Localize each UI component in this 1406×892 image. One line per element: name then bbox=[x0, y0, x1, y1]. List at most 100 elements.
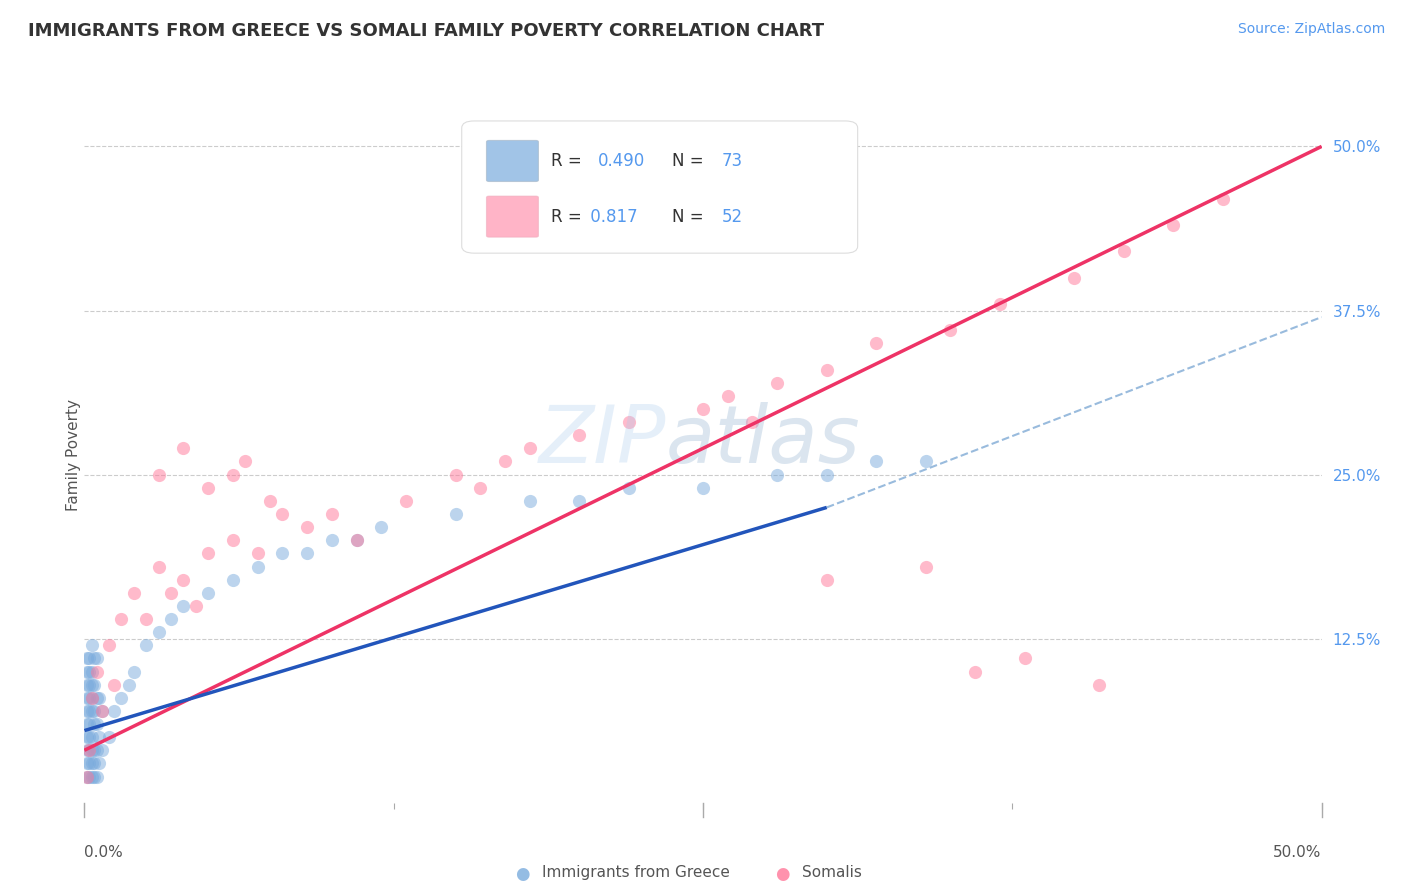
Point bbox=[444, 467, 467, 482]
Point bbox=[1212, 192, 1234, 206]
Point bbox=[519, 442, 541, 456]
Point bbox=[83, 756, 105, 771]
Text: ZIP: ZIP bbox=[538, 402, 666, 480]
FancyBboxPatch shape bbox=[461, 121, 858, 253]
Point bbox=[80, 756, 103, 771]
Point bbox=[321, 507, 343, 521]
Point bbox=[321, 533, 343, 548]
Point bbox=[103, 704, 125, 718]
Point bbox=[110, 612, 132, 626]
Point bbox=[692, 481, 714, 495]
Point bbox=[815, 573, 838, 587]
Point bbox=[89, 730, 111, 744]
Point bbox=[988, 297, 1011, 311]
Point bbox=[122, 586, 145, 600]
Text: atlas: atlas bbox=[666, 402, 860, 480]
Text: 0.0%: 0.0% bbox=[84, 845, 124, 860]
Point bbox=[76, 651, 98, 665]
Point bbox=[246, 546, 269, 560]
Y-axis label: Family Poverty: Family Poverty bbox=[66, 399, 80, 511]
Text: N =: N = bbox=[672, 153, 709, 170]
Point bbox=[76, 678, 98, 692]
Point bbox=[222, 573, 245, 587]
Point bbox=[617, 415, 640, 429]
Text: R =: R = bbox=[551, 208, 586, 226]
Point bbox=[965, 665, 987, 679]
Point bbox=[766, 467, 789, 482]
Point bbox=[568, 428, 591, 442]
Text: ●: ● bbox=[515, 865, 530, 883]
Point bbox=[271, 507, 294, 521]
Text: 50.0%: 50.0% bbox=[1274, 845, 1322, 860]
Point bbox=[222, 533, 245, 548]
Point bbox=[1063, 270, 1085, 285]
Point bbox=[89, 690, 111, 705]
Point bbox=[494, 454, 516, 468]
Point bbox=[617, 481, 640, 495]
Point bbox=[444, 507, 467, 521]
Point bbox=[865, 336, 887, 351]
FancyBboxPatch shape bbox=[486, 196, 538, 237]
Point bbox=[148, 559, 170, 574]
Point bbox=[222, 467, 245, 482]
Point bbox=[519, 494, 541, 508]
Point bbox=[76, 743, 98, 757]
Point bbox=[90, 704, 112, 718]
Point bbox=[79, 690, 101, 705]
Point bbox=[76, 756, 98, 771]
Point bbox=[79, 743, 101, 757]
Point bbox=[1014, 651, 1036, 665]
Point bbox=[148, 467, 170, 482]
Point bbox=[80, 730, 103, 744]
Point bbox=[79, 665, 101, 679]
Point bbox=[160, 586, 183, 600]
Point bbox=[110, 690, 132, 705]
Point bbox=[79, 704, 101, 718]
Point bbox=[122, 665, 145, 679]
Point bbox=[914, 559, 936, 574]
Point bbox=[98, 730, 121, 744]
Text: Source: ZipAtlas.com: Source: ZipAtlas.com bbox=[1237, 22, 1385, 37]
Point bbox=[83, 651, 105, 665]
Point bbox=[80, 704, 103, 718]
Point bbox=[233, 454, 256, 468]
Point bbox=[370, 520, 392, 534]
Point bbox=[90, 704, 112, 718]
Point bbox=[815, 362, 838, 376]
Point bbox=[76, 770, 98, 784]
Point bbox=[83, 717, 105, 731]
Text: Immigrants from Greece: Immigrants from Greece bbox=[543, 865, 730, 880]
Point bbox=[568, 494, 591, 508]
Point bbox=[79, 770, 101, 784]
Point bbox=[172, 573, 194, 587]
Text: ●: ● bbox=[775, 865, 790, 883]
Point bbox=[86, 651, 108, 665]
Text: IMMIGRANTS FROM GREECE VS SOMALI FAMILY POVERTY CORRELATION CHART: IMMIGRANTS FROM GREECE VS SOMALI FAMILY … bbox=[28, 22, 824, 40]
Point bbox=[246, 559, 269, 574]
Point bbox=[98, 638, 121, 652]
Point bbox=[197, 481, 219, 495]
Point bbox=[346, 533, 368, 548]
Point bbox=[346, 533, 368, 548]
Point bbox=[172, 442, 194, 456]
Text: N =: N = bbox=[672, 208, 709, 226]
Point bbox=[118, 678, 141, 692]
Point bbox=[89, 756, 111, 771]
Point bbox=[766, 376, 789, 390]
Point bbox=[395, 494, 418, 508]
Point bbox=[184, 599, 207, 613]
Point bbox=[86, 665, 108, 679]
Text: 0.817: 0.817 bbox=[585, 208, 638, 226]
Point bbox=[295, 546, 318, 560]
Point bbox=[135, 612, 157, 626]
Point bbox=[76, 730, 98, 744]
Point bbox=[80, 770, 103, 784]
Point bbox=[76, 717, 98, 731]
Point bbox=[865, 454, 887, 468]
Point bbox=[79, 651, 101, 665]
Text: Somalis: Somalis bbox=[801, 865, 862, 880]
Point bbox=[717, 389, 740, 403]
Point bbox=[80, 665, 103, 679]
Point bbox=[295, 520, 318, 534]
Point bbox=[1161, 218, 1184, 232]
